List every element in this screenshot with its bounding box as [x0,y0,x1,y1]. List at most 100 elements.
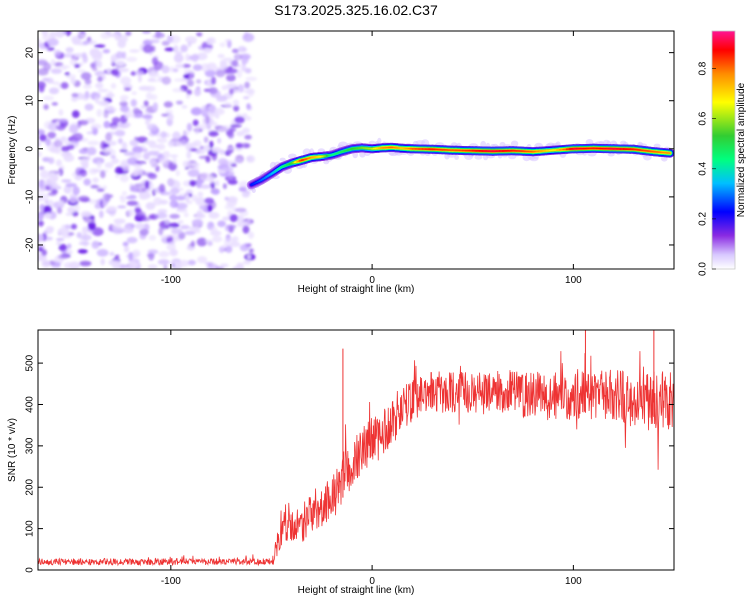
noise-blob [127,157,138,165]
noise-blob [91,54,103,61]
noise-blob [191,53,199,63]
noise-blob [129,49,140,53]
y-tick-label: 0 [25,567,36,573]
noise-blob [196,237,208,247]
noise-blob [46,47,55,51]
noise-blob [92,177,99,183]
noise-blob [79,260,92,267]
ridge-halo-blob [454,154,459,160]
y-tick-label: 10 [25,95,36,107]
noise-blob [124,115,130,119]
noise-blob [186,246,196,250]
noise-blob [116,60,125,66]
noise-blob [186,122,193,132]
noise-blob [238,220,249,225]
noise-blob [167,113,174,121]
noise-blob [243,96,250,100]
noise-blob [97,88,109,93]
noise-blob [166,243,176,251]
noise-blob [196,213,206,219]
noise-blob [55,159,63,167]
noise-blob [121,191,128,196]
noise-blob [163,264,168,269]
noise-blob [135,223,145,230]
noise-blob [150,160,158,168]
noise-blob [125,31,132,36]
noise-blob [187,259,196,266]
noise-blob [169,154,179,158]
noise-blob [132,187,138,192]
noise-blob [169,213,180,219]
noise-blob [96,92,101,99]
noise-blob [245,76,258,81]
noise-blob [122,226,134,234]
colorbar-tick-label: 0.6 [698,111,709,125]
noise-blob [194,88,201,97]
noise-blob [242,260,251,265]
noise-blob [166,35,174,43]
noise-blob [221,167,234,172]
noise-blob [231,241,241,248]
noise-blob [76,232,82,239]
noise-blob [180,225,190,230]
noise-blob [246,155,256,163]
noise-blob [232,99,240,107]
noise-blob [61,179,72,183]
noise-blob [111,158,120,164]
noise-blob [231,48,239,54]
noise-blob [203,47,213,54]
noise-blob [176,202,188,210]
noise-blob [81,234,92,241]
noise-blob [69,196,78,204]
noise-blob [54,140,63,148]
noise-blob [196,32,203,37]
noise-blob [71,132,84,142]
noise-blob [46,146,53,151]
noise-blob [182,160,192,168]
y-tick-label: -10 [25,189,36,204]
noise-blob [144,180,150,190]
noise-blob [111,117,121,124]
noise-blob [106,67,111,74]
noise-blob [161,40,170,46]
noise-blob [65,212,73,216]
noise-blob [38,233,45,243]
noise-blob [170,187,180,195]
noise-blob [78,169,86,174]
noise-blob [125,196,137,200]
noise-blob [185,93,191,99]
noise-blob [190,240,195,248]
noise-blob [244,134,252,140]
noise-blob [234,116,245,124]
noise-blob [83,217,92,223]
noise-blob [151,57,159,65]
noise-blob [215,180,220,187]
noise-blob [227,196,238,203]
y-tick-label: 400 [25,396,36,413]
noise-blob [244,190,251,194]
noise-blob [77,195,90,202]
noise-blob [178,231,186,240]
noise-blob [237,46,246,53]
noise-blob [158,227,164,236]
noise-blob [171,228,183,235]
noise-blob [65,31,72,37]
noise-blob [199,184,212,189]
noise-blob [210,230,222,236]
noise-blob [218,158,228,166]
noise-blob [246,243,252,248]
noise-blob [246,254,252,260]
noise-blob [248,248,254,253]
noise-blob [88,168,98,175]
y-tick-label: 300 [25,437,36,454]
noise-blob [71,93,79,98]
x-tick-label: -100 [161,275,181,286]
noise-blob [92,227,104,237]
noise-blob [161,76,172,85]
noise-blob [225,68,238,74]
noise-blob [55,120,60,127]
noise-blob [114,166,124,175]
noise-blob [139,195,148,200]
ridge-halo-blob [653,143,661,148]
